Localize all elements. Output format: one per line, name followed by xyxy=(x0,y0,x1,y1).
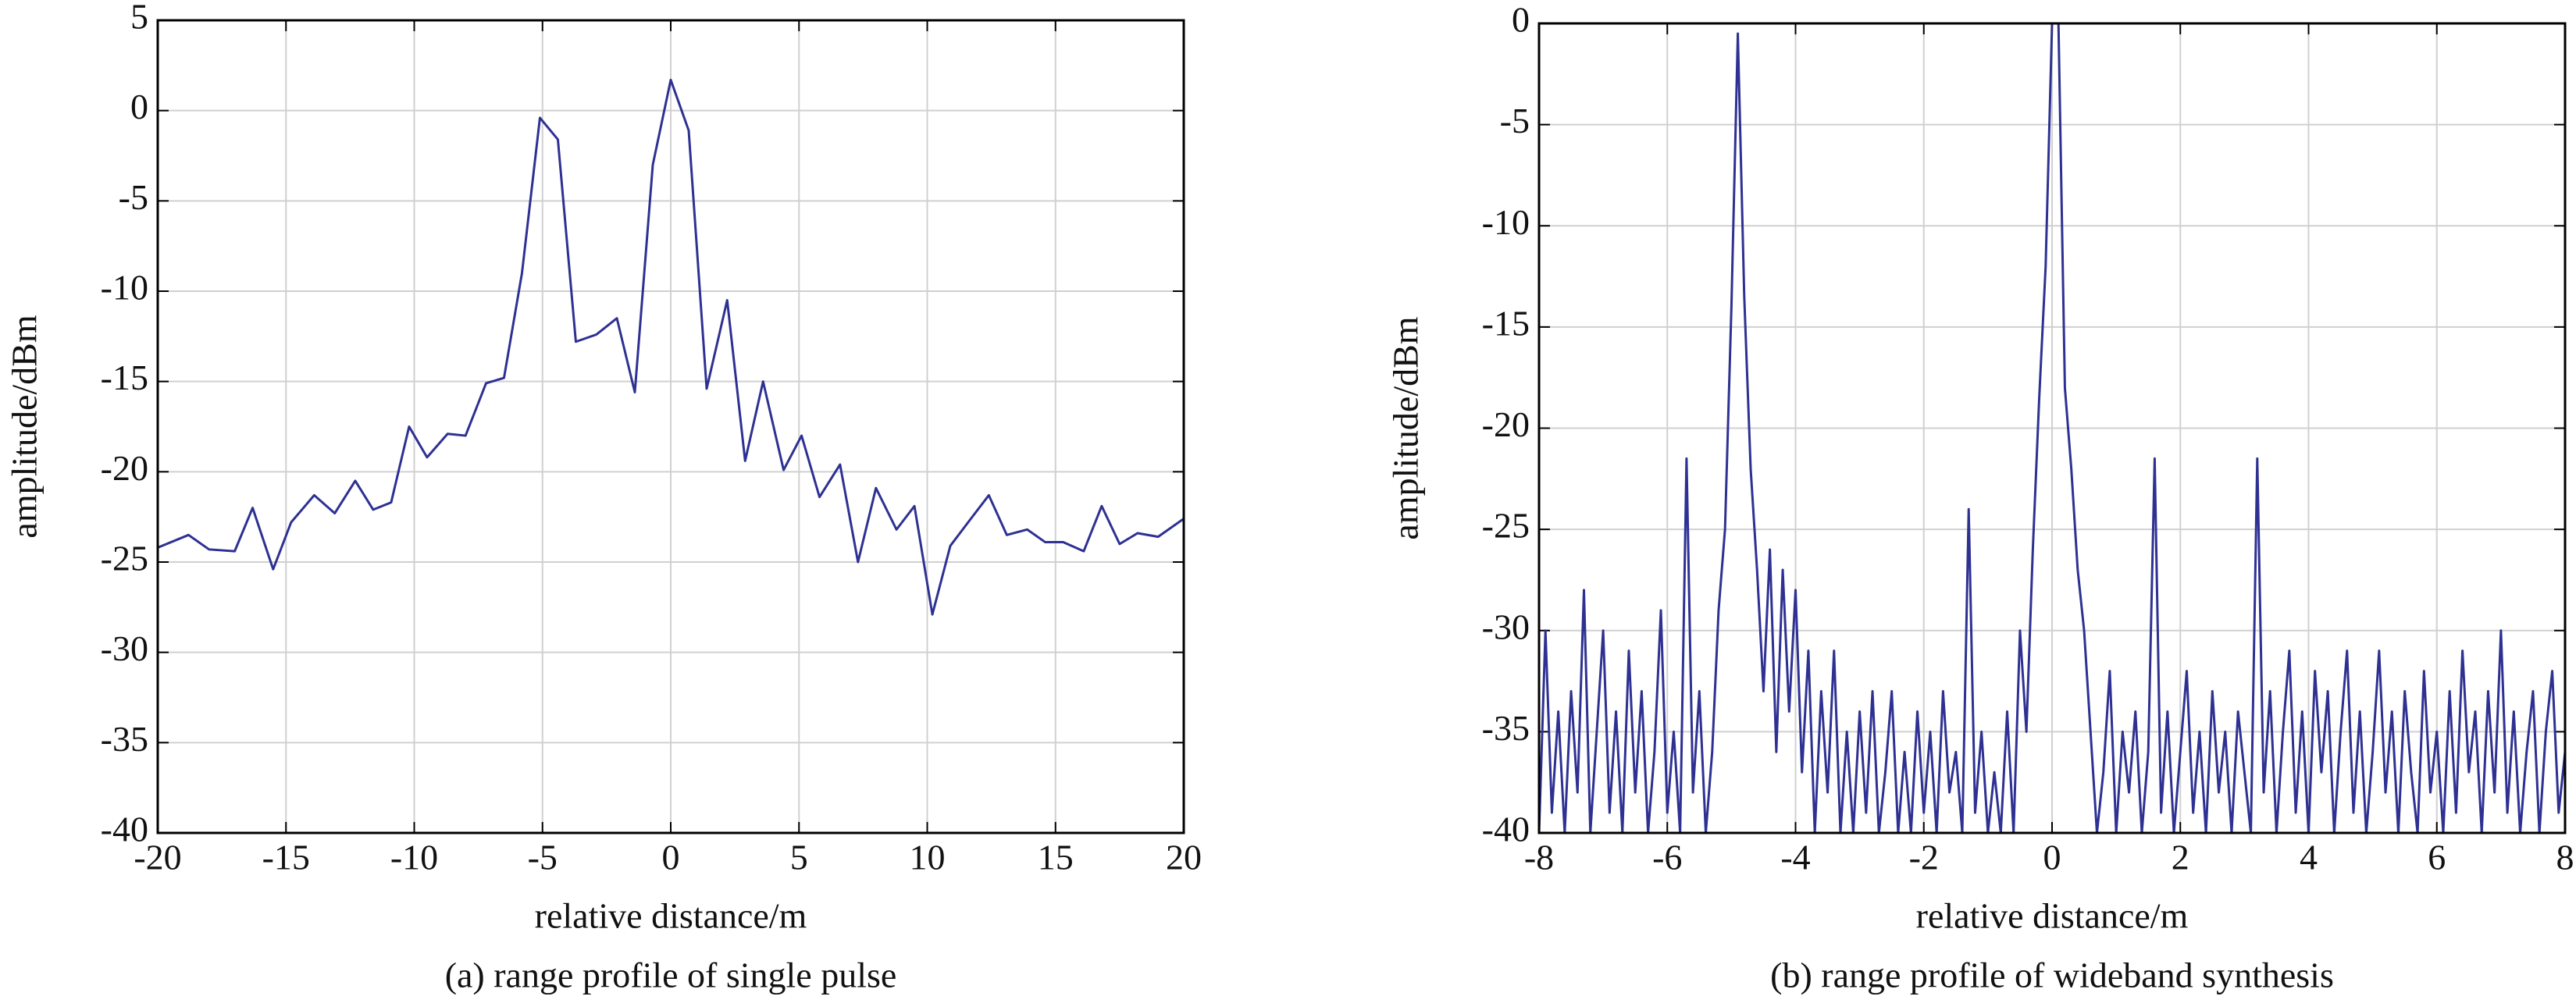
y-tick-label: -35 xyxy=(1482,708,1530,748)
y-tick-label: 5 xyxy=(130,0,148,37)
y-tick-label: -20 xyxy=(1482,404,1530,444)
y-tick-label: -5 xyxy=(1500,101,1530,141)
y-axis-label: amplitude/dBm xyxy=(1386,316,1426,539)
y-tick-label: 0 xyxy=(1512,0,1530,40)
x-tick-label: -4 xyxy=(1780,838,1810,877)
x-tick-label: -6 xyxy=(1652,838,1682,877)
y-tick-label: -30 xyxy=(1482,607,1530,646)
y-tick-label: -25 xyxy=(1482,506,1530,546)
x-tick-label: 4 xyxy=(2300,838,2318,877)
y-tick-label: -10 xyxy=(101,268,148,308)
x-tick-label: 15 xyxy=(1038,838,1074,877)
y-tick-label: -40 xyxy=(1482,810,1530,849)
x-tick-label: -8 xyxy=(1524,838,1554,877)
data-line xyxy=(157,78,1185,616)
x-tick-label: -2 xyxy=(1909,838,1939,877)
x-tick-label: 0 xyxy=(2043,838,2061,877)
y-tick-label: -25 xyxy=(101,539,148,578)
y-tick-label: -15 xyxy=(1482,303,1530,343)
y-tick-label: -20 xyxy=(101,448,148,488)
plot-frame xyxy=(1537,22,2567,834)
y-tick-label: -30 xyxy=(101,628,148,668)
x-tick-label: -5 xyxy=(528,838,558,877)
y-tick-label: -40 xyxy=(101,810,148,849)
x-tick-label: 20 xyxy=(1166,838,1202,877)
plot-frame xyxy=(156,19,1185,834)
x-tick-label: -10 xyxy=(390,838,438,877)
y-tick-label: -35 xyxy=(101,719,148,759)
x-tick-label: 6 xyxy=(2428,838,2446,877)
x-tick-label: -15 xyxy=(262,838,310,877)
y-axis-label: amplitude/dBm xyxy=(5,315,45,538)
y-tick-label: -10 xyxy=(1482,202,1530,242)
y-tick-label: -15 xyxy=(101,358,148,397)
x-tick-label: 0 xyxy=(662,838,680,877)
caption: (b) range profile of wideband synthesis xyxy=(1770,955,2334,995)
x-tick-label: -20 xyxy=(134,838,181,877)
y-tick-label: 0 xyxy=(130,87,148,126)
x-tick-label: 2 xyxy=(2172,838,2189,877)
x-axis-label: relative distance/m xyxy=(535,896,807,936)
x-tick-label: 5 xyxy=(790,838,808,877)
caption: (a) range profile of single pulse xyxy=(445,955,897,995)
x-tick-label: 10 xyxy=(910,838,946,877)
x-axis-label: relative distance/m xyxy=(1916,896,2189,936)
x-tick-label: 8 xyxy=(2556,838,2574,877)
y-tick-label: -5 xyxy=(119,177,148,217)
